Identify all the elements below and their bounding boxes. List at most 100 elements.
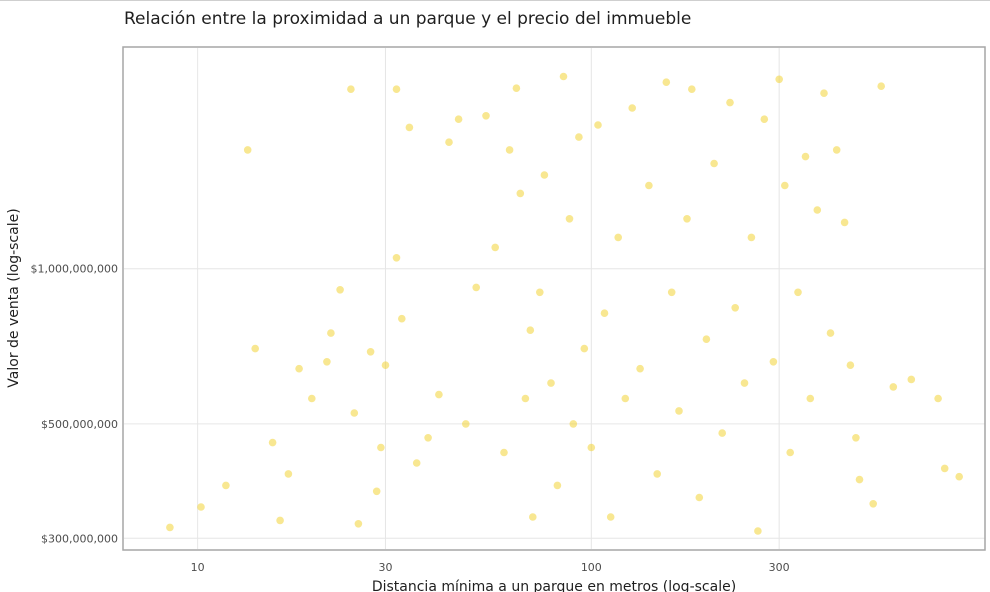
data-point	[683, 215, 691, 223]
data-point	[424, 434, 432, 442]
data-point	[614, 233, 622, 242]
x-tick-label: 100	[581, 561, 602, 574]
data-point	[276, 516, 284, 525]
data-point	[559, 72, 568, 81]
data-point	[688, 85, 696, 93]
data-point	[381, 361, 390, 370]
data-point	[840, 218, 849, 227]
data-point	[569, 420, 578, 428]
data-point	[308, 394, 316, 403]
data-point	[454, 115, 463, 123]
y-tick-label: $500,000,000	[41, 418, 118, 431]
data-point	[877, 82, 885, 90]
data-point	[536, 288, 544, 297]
data-point	[295, 364, 303, 373]
data-point	[653, 470, 661, 478]
data-point	[392, 85, 401, 93]
data-point	[760, 115, 769, 123]
data-point	[826, 329, 835, 337]
top-divider	[0, 0, 990, 1]
data-point	[505, 146, 514, 154]
data-point	[327, 329, 335, 337]
data-point	[781, 181, 789, 190]
data-point	[540, 171, 549, 179]
y-tick-label: $300,000,000	[41, 532, 118, 545]
data-point	[806, 394, 815, 403]
data-point	[284, 470, 293, 478]
x-tick-label: 30	[378, 561, 392, 574]
data-point	[372, 487, 381, 496]
data-point	[775, 75, 783, 84]
data-point	[412, 459, 421, 467]
data-point	[801, 152, 810, 161]
data-point	[889, 383, 898, 391]
data-point	[529, 513, 537, 521]
data-point	[445, 138, 453, 146]
data-point	[350, 409, 359, 417]
data-point	[435, 390, 443, 399]
data-point	[645, 181, 653, 190]
data-point	[482, 112, 490, 120]
data-point	[710, 159, 718, 168]
data-point	[600, 309, 609, 318]
y-tick-label: $1,000,000,000	[31, 263, 118, 276]
x-axis-ticks: 10 30 100 300	[191, 561, 790, 574]
data-point	[336, 286, 344, 294]
data-point	[606, 513, 615, 521]
data-point	[934, 394, 942, 403]
data-point	[222, 481, 230, 490]
data-point	[955, 472, 963, 481]
data-point	[832, 146, 841, 154]
data-point	[553, 481, 562, 490]
data-points	[166, 72, 963, 535]
data-point	[580, 344, 589, 353]
data-point	[667, 288, 676, 297]
data-point	[243, 146, 252, 154]
plot-panel-border	[122, 46, 986, 551]
data-point	[366, 348, 375, 356]
data-point	[820, 89, 828, 97]
data-point	[323, 358, 331, 366]
data-point	[516, 189, 525, 198]
data-point	[521, 394, 530, 403]
data-point	[855, 475, 864, 484]
data-point	[907, 375, 916, 384]
grid-lines	[124, 48, 985, 549]
data-point	[940, 464, 949, 473]
data-point	[675, 407, 683, 415]
data-point	[500, 448, 508, 457]
data-point	[197, 503, 205, 511]
data-point	[636, 364, 644, 373]
data-point	[392, 253, 401, 262]
x-tick-label: 300	[769, 561, 790, 574]
data-point	[405, 123, 414, 132]
data-point	[769, 358, 778, 366]
data-point	[547, 379, 555, 387]
data-point	[398, 314, 406, 323]
data-point	[166, 523, 174, 532]
data-point	[740, 379, 749, 387]
x-tick-label: 10	[191, 561, 205, 574]
data-point	[726, 98, 734, 107]
data-point	[621, 394, 630, 403]
data-point	[731, 304, 739, 312]
data-point	[695, 493, 704, 502]
data-point	[491, 243, 500, 252]
data-point	[813, 206, 822, 214]
data-point	[747, 233, 756, 242]
data-point	[354, 520, 363, 528]
data-point	[869, 500, 877, 508]
data-point	[565, 215, 574, 223]
data-point	[702, 335, 711, 344]
data-point	[251, 344, 259, 353]
data-point	[846, 361, 855, 370]
data-point	[512, 84, 521, 92]
data-point	[268, 438, 277, 447]
data-point	[594, 121, 602, 129]
data-point	[718, 429, 726, 437]
x-axis-title: Distancia mínima a un parque en metros (…	[372, 579, 736, 592]
data-point	[526, 326, 535, 335]
data-point	[575, 133, 583, 141]
data-point	[852, 434, 860, 442]
